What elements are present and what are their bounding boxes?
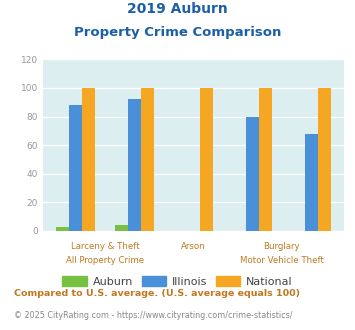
Legend: Auburn, Illinois, National: Auburn, Illinois, National (58, 271, 297, 291)
Bar (69, 105, 82, 231)
Bar (259, 88, 272, 231)
Text: All Property Crime: All Property Crime (66, 256, 144, 265)
Bar (246, 116, 259, 231)
Bar (82, 88, 95, 231)
Text: Arson: Arson (181, 242, 206, 251)
Bar (305, 134, 318, 231)
Text: Larceny & Theft: Larceny & Theft (71, 242, 140, 251)
Text: Compared to U.S. average. (U.S. average equals 100): Compared to U.S. average. (U.S. average … (14, 289, 300, 298)
Bar (128, 99, 141, 231)
Text: Motor Vehicle Theft: Motor Vehicle Theft (240, 256, 324, 265)
Bar (115, 225, 128, 231)
Text: Burglary: Burglary (263, 242, 300, 251)
Bar (318, 88, 331, 231)
Text: 2019 Auburn: 2019 Auburn (127, 2, 228, 16)
Text: Property Crime Comparison: Property Crime Comparison (74, 26, 281, 39)
Bar (141, 88, 154, 231)
Bar (200, 88, 213, 231)
Text: © 2025 CityRating.com - https://www.cityrating.com/crime-statistics/: © 2025 CityRating.com - https://www.city… (14, 311, 293, 320)
Bar (56, 227, 69, 231)
